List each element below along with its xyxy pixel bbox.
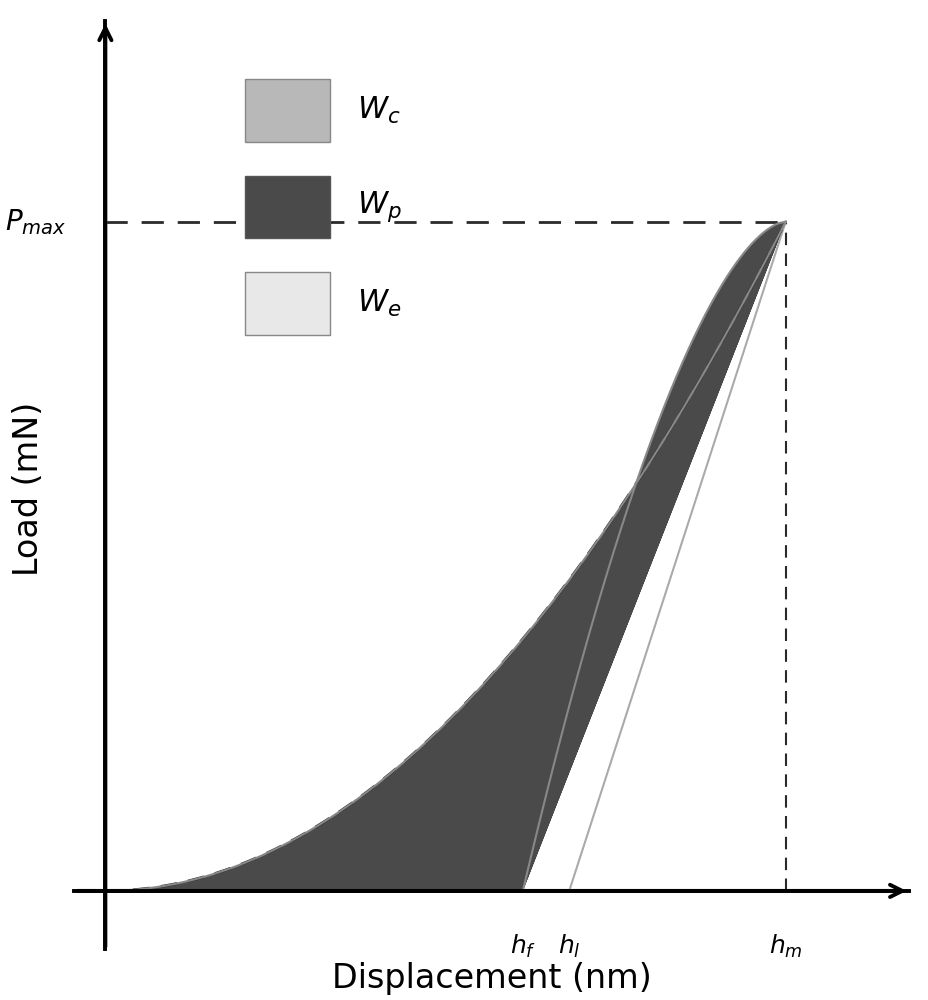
Text: $h_l$: $h_l$	[558, 933, 580, 960]
Text: Displacement (nm): Displacement (nm)	[331, 962, 651, 995]
Text: $W_c$: $W_c$	[356, 95, 400, 126]
Polygon shape	[105, 222, 785, 891]
Polygon shape	[522, 222, 785, 891]
Text: $W_e$: $W_e$	[356, 288, 401, 319]
Text: $h_f$: $h_f$	[509, 933, 535, 960]
Text: Load (mN): Load (mN)	[11, 402, 45, 576]
Text: $P_{max}$: $P_{max}$	[6, 207, 67, 237]
Text: $h_m$: $h_m$	[768, 933, 802, 960]
Bar	[244, 176, 329, 238]
Bar	[244, 79, 329, 142]
Bar	[244, 272, 329, 335]
Text: $W_p$: $W_p$	[356, 190, 401, 224]
Polygon shape	[105, 222, 785, 891]
